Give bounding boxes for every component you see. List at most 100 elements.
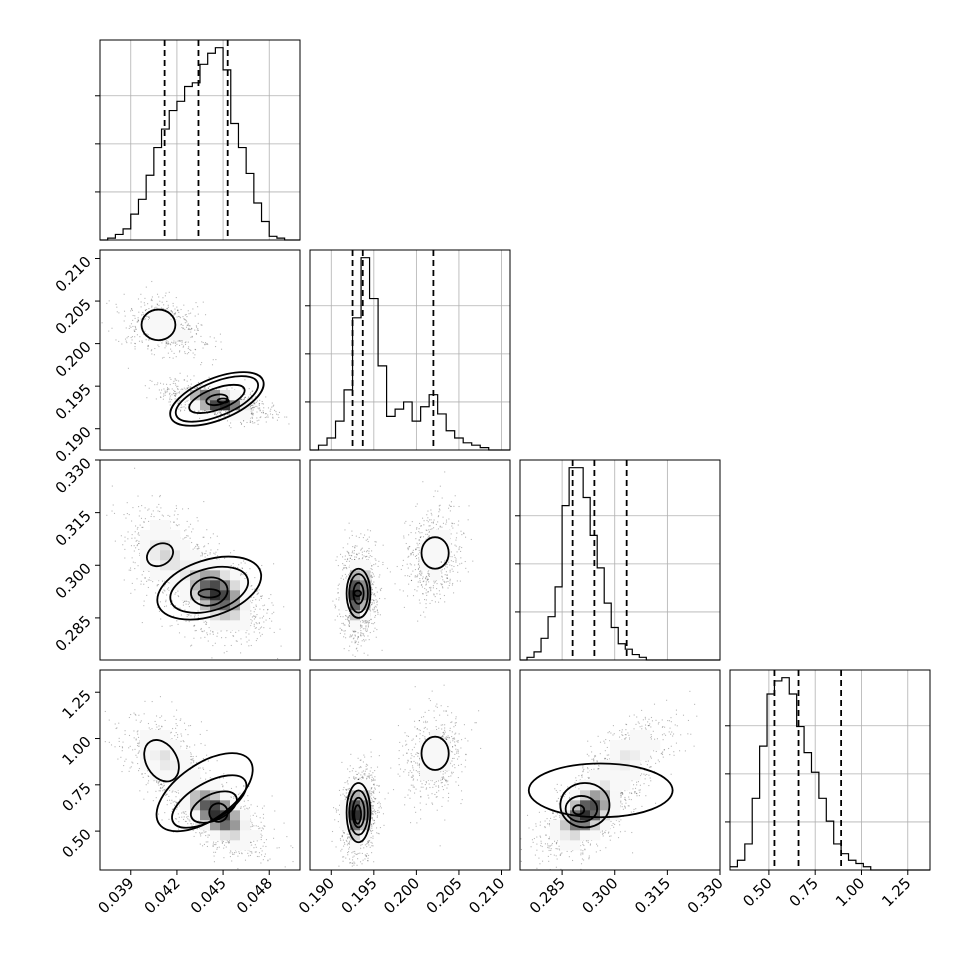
- sample-point: [455, 545, 457, 547]
- sample-point: [264, 413, 266, 415]
- sample-point: [164, 605, 166, 608]
- sample-point: [461, 534, 463, 536]
- sample-point: [277, 658, 279, 660]
- sample-point: [256, 417, 258, 419]
- sample-point: [363, 620, 365, 622]
- sample-point: [250, 408, 253, 410]
- sample-point: [160, 507, 162, 509]
- density-cell: [140, 560, 151, 571]
- sample-point: [425, 529, 427, 531]
- sample-point: [249, 600, 252, 602]
- sample-point: [262, 412, 264, 414]
- sample-point: [373, 575, 375, 577]
- sample-point: [167, 388, 169, 390]
- sample-point: [349, 634, 351, 636]
- sample-point: [341, 629, 343, 631]
- sample-point: [424, 616, 426, 618]
- sample-point: [137, 320, 139, 322]
- sample-point: [160, 618, 162, 620]
- sample-point: [353, 549, 355, 552]
- sample-point: [251, 404, 253, 406]
- sample-point: [250, 413, 252, 415]
- sample-point: [344, 633, 346, 635]
- sample-point: [439, 525, 441, 527]
- sample-point: [374, 616, 376, 618]
- sample-point: [204, 387, 206, 389]
- sample-point: [205, 550, 207, 552]
- sample-point: [134, 568, 136, 570]
- sample-point: [167, 304, 169, 306]
- sample-point: [123, 320, 125, 322]
- sample-point: [258, 599, 260, 601]
- sample-point: [240, 422, 243, 424]
- sample-point: [370, 587, 372, 589]
- sample-point: [244, 396, 246, 398]
- sample-point: [426, 514, 428, 516]
- sample-point: [371, 622, 373, 625]
- sample-point: [220, 413, 222, 415]
- sample-point: [197, 520, 199, 522]
- sample-point: [156, 303, 158, 305]
- sample-point: [159, 300, 161, 302]
- sample-point: [370, 585, 372, 587]
- sample-point: [422, 578, 424, 580]
- sample-point: [380, 589, 382, 592]
- sample-point: [143, 333, 145, 335]
- sample-point: [207, 343, 209, 346]
- sample-point: [349, 557, 351, 559]
- sample-point: [266, 609, 269, 611]
- sample-point: [187, 323, 189, 325]
- sample-point: [200, 324, 202, 326]
- density-cell: [160, 550, 171, 561]
- sample-point: [260, 635, 262, 637]
- sample-point: [381, 587, 383, 589]
- sample-point: [175, 356, 177, 358]
- contour-line: [146, 542, 174, 568]
- sample-point: [165, 343, 167, 345]
- sample-point: [439, 598, 442, 600]
- sample-point: [259, 399, 261, 401]
- sample-point: [144, 518, 146, 520]
- sample-point: [130, 342, 132, 344]
- sample-point: [217, 412, 219, 414]
- density-cell: [140, 550, 151, 561]
- sample-point: [246, 641, 248, 643]
- sample-point: [195, 325, 197, 327]
- sample-point: [155, 306, 157, 308]
- sample-point: [166, 340, 168, 342]
- sample-point: [203, 621, 205, 623]
- sample-point: [151, 280, 153, 283]
- sample-point: [283, 606, 285, 608]
- sample-point: [144, 310, 146, 312]
- sample-point: [206, 621, 208, 624]
- sample-point: [133, 550, 135, 552]
- sample-point: [200, 628, 202, 631]
- sample-point: [228, 413, 231, 415]
- sample-point: [196, 326, 198, 328]
- sample-point: [253, 611, 255, 613]
- sample-point: [434, 490, 436, 492]
- sample-point: [175, 524, 177, 526]
- sample-point: [152, 510, 154, 512]
- sample-point: [416, 575, 418, 577]
- sample-point: [147, 586, 149, 589]
- sample-point: [171, 341, 173, 343]
- sample-point: [255, 401, 257, 403]
- sample-point: [370, 575, 372, 577]
- sample-point: [256, 590, 258, 592]
- sample-point: [265, 413, 267, 415]
- sample-point: [362, 557, 364, 559]
- sample-point: [185, 529, 187, 531]
- sample-point: [175, 297, 177, 299]
- sample-point: [334, 607, 336, 609]
- sample-point: [166, 588, 169, 590]
- sample-point: [428, 573, 430, 575]
- sample-point: [386, 567, 389, 569]
- sample-point: [182, 316, 184, 318]
- sample-point: [421, 586, 424, 588]
- sample-point: [226, 420, 229, 422]
- sample-point: [135, 328, 137, 330]
- sample-point: [165, 599, 167, 601]
- sample-point: [187, 328, 189, 331]
